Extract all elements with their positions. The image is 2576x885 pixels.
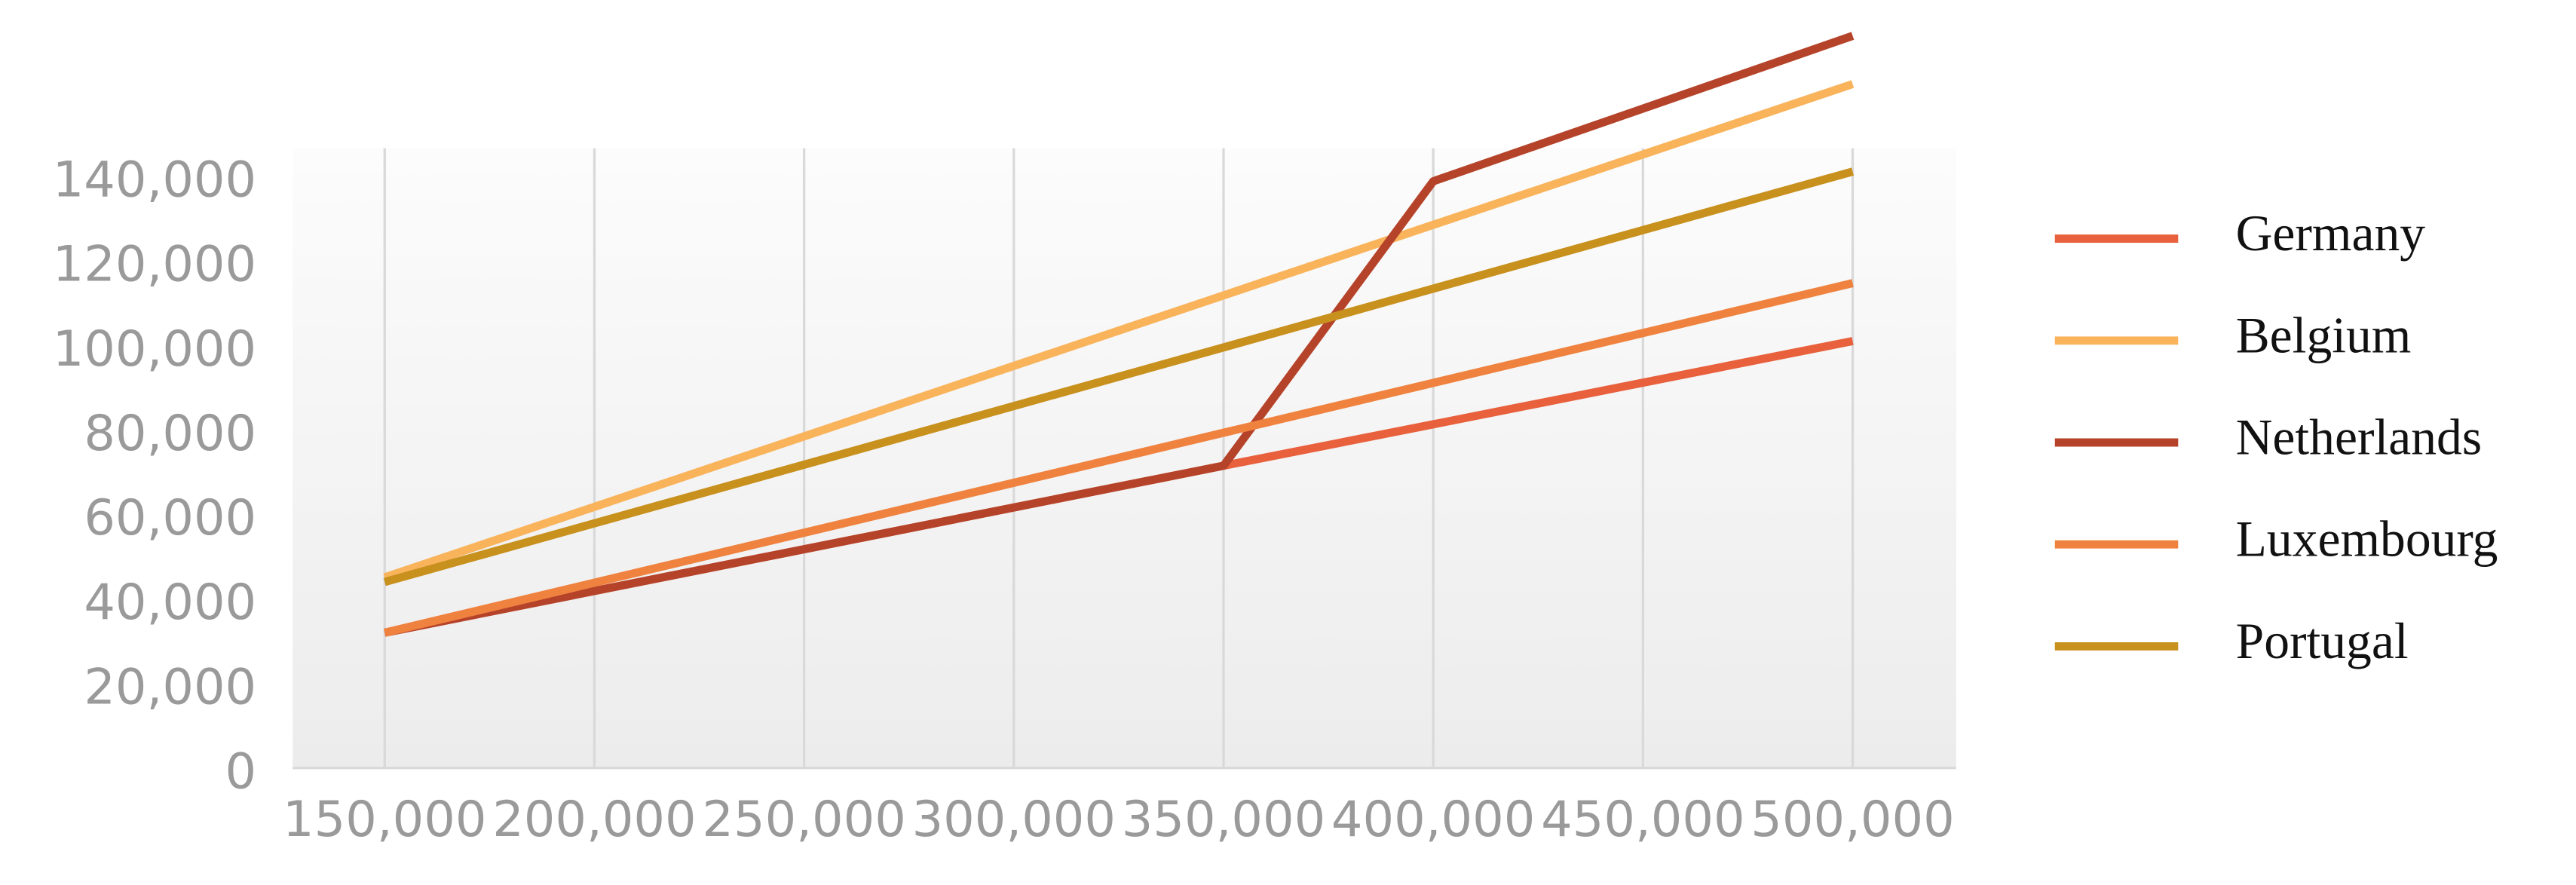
- series-line: [384, 32, 1855, 637]
- x-tick-label: 350,000: [1122, 791, 1325, 848]
- y-tick-label: 140,000: [53, 152, 256, 209]
- legend-label: Germany: [2236, 205, 2426, 262]
- x-tick-label: 250,000: [702, 791, 905, 848]
- y-tick-label: 20,000: [84, 658, 256, 715]
- y-tick-label: 100,000: [53, 320, 256, 378]
- y-tick-label: 60,000: [84, 489, 256, 547]
- series-line: [383, 167, 1855, 586]
- series-line: [383, 80, 1855, 582]
- x-tick-label: 500,000: [1751, 791, 1954, 848]
- x-tick-label: 450,000: [1541, 791, 1744, 848]
- legend-label: Portugal: [2236, 613, 2409, 669]
- x-tick-label: 400,000: [1331, 791, 1535, 848]
- y-tick-label: 40,000: [84, 574, 256, 631]
- legend-label: Netherlands: [2236, 409, 2483, 466]
- x-tick-label: 200,000: [492, 791, 696, 848]
- y-tick-label: 120,000: [53, 236, 256, 293]
- series-line: [383, 279, 1854, 637]
- x-tick-label: 150,000: [283, 791, 486, 848]
- x-tick-label: 300,000: [912, 791, 1116, 848]
- legend-label: Belgium: [2236, 307, 2412, 363]
- legend-label: Luxembourg: [2236, 511, 2498, 568]
- y-tick-label: 0: [225, 743, 257, 801]
- y-tick-label: 80,000: [84, 405, 256, 462]
